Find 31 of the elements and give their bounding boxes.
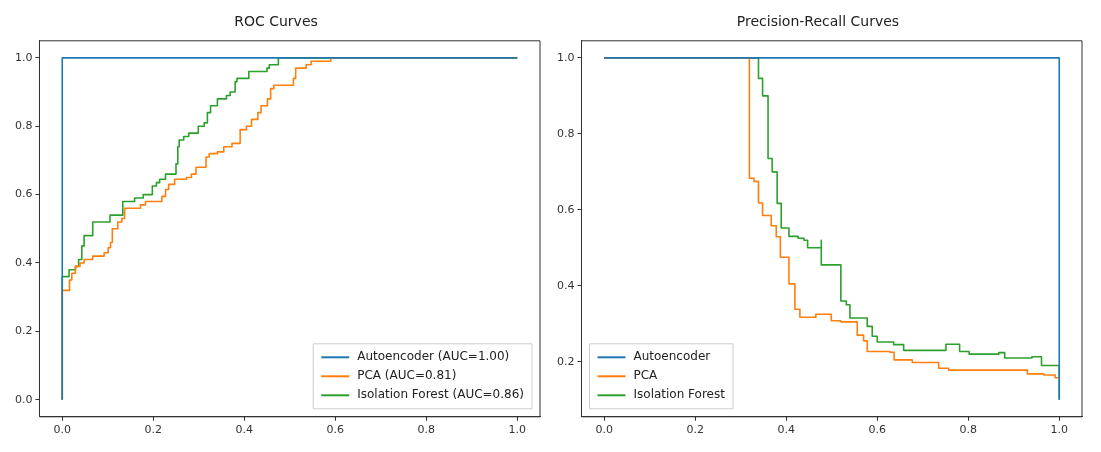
x-tick-label: 0.0 xyxy=(595,423,613,437)
x-tick-label: 1.0 xyxy=(1050,423,1068,437)
y-tick-label: 0.2 xyxy=(556,354,575,368)
x-tick-label: 0.4 xyxy=(235,423,253,437)
y-tick-label: 0.2 xyxy=(14,324,33,338)
y-tick-label: 0.8 xyxy=(556,126,575,140)
y-tick-label: 1.0 xyxy=(556,50,575,64)
y-tick-label: 0.8 xyxy=(14,119,33,133)
legend-label: Isolation Forest xyxy=(633,387,726,402)
y-tick-label: 0.4 xyxy=(14,255,33,269)
y-tick-label: 0.4 xyxy=(556,278,575,292)
x-tick-label: 0.2 xyxy=(686,423,704,437)
y-tick-label: 0.6 xyxy=(14,187,33,201)
legend-label: PCA xyxy=(633,368,659,383)
x-tick-label: 0.8 xyxy=(417,423,435,437)
chart-title: ROC Curves xyxy=(234,13,318,30)
x-tick-label: 0.2 xyxy=(144,423,162,437)
y-tick-label: 0.6 xyxy=(556,202,575,216)
chart-title: Precision-Recall Curves xyxy=(736,13,900,30)
x-tick-label: 0.6 xyxy=(868,423,886,437)
legend-label: Autoencoder xyxy=(633,349,711,364)
legend-label: PCA (AUC=0.81) xyxy=(357,368,457,383)
y-tick-label: 0.0 xyxy=(14,392,33,406)
x-tick-label: 1.0 xyxy=(508,423,526,437)
legend-label: Autoencoder (AUC=1.00) xyxy=(357,349,510,364)
x-tick-label: 0.8 xyxy=(959,423,977,437)
x-tick-label: 0.0 xyxy=(53,423,71,437)
legend-label: Isolation Forest (AUC=0.86) xyxy=(357,387,525,402)
x-tick-label: 0.4 xyxy=(777,423,795,437)
y-tick-label: 1.0 xyxy=(14,50,33,64)
x-tick-label: 0.6 xyxy=(326,423,344,437)
